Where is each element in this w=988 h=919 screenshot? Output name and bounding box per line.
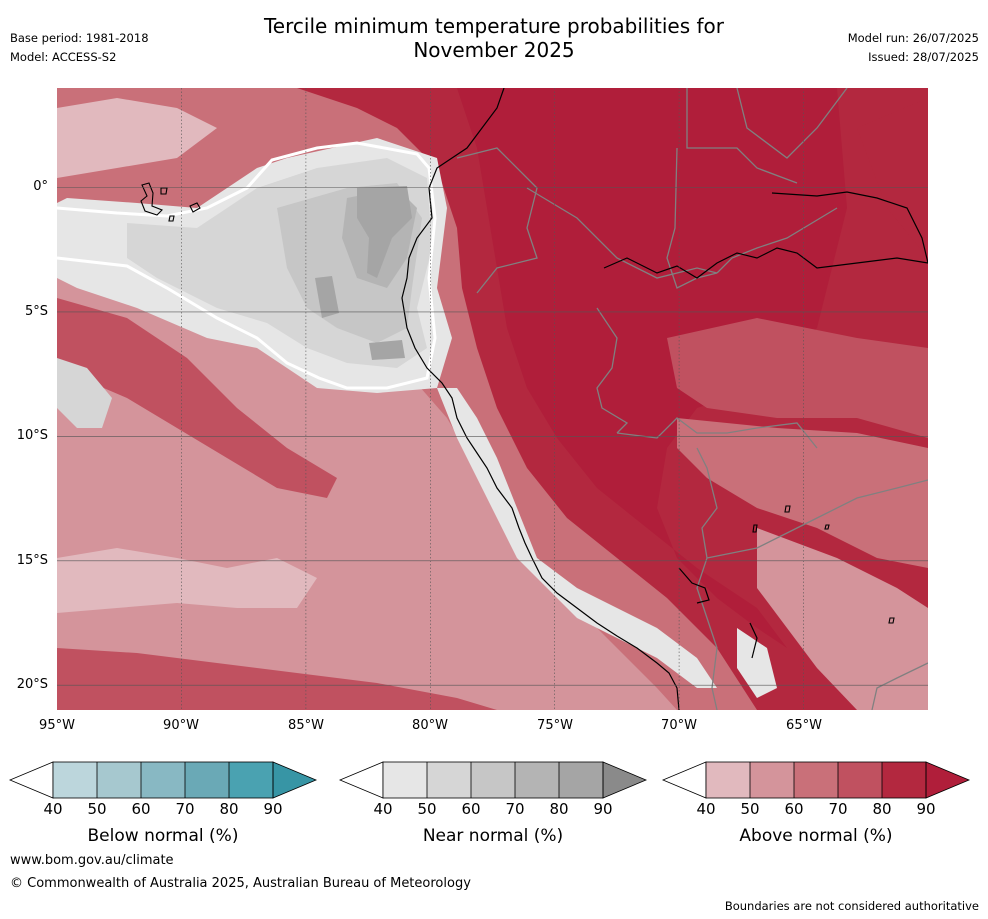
fill-near-coastal (737, 628, 777, 698)
lon-label-75w: 75°W (537, 718, 573, 733)
fill-near-80 (369, 340, 405, 360)
lat-label-15s: 15°S (16, 553, 48, 568)
lat-label-10s: 10°S (16, 428, 48, 443)
fill-above-40 (57, 98, 217, 178)
below-tick-80: 80 (219, 800, 239, 818)
above-tick-90: 90 (916, 800, 936, 818)
graticule (181, 88, 804, 710)
lon-label-80w: 80°W (412, 718, 448, 733)
colorbar-legends (8, 761, 971, 799)
fill-above-40 (57, 548, 317, 613)
below-tick-60: 60 (131, 800, 151, 818)
above-tick-70: 70 (828, 800, 848, 818)
coastlines (401, 88, 928, 710)
issued-date-text: Issued: 28/07/2025 (868, 50, 979, 64)
near-tick-60: 60 (461, 800, 481, 818)
near-tick-80: 80 (549, 800, 569, 818)
fill-above-40-small (107, 568, 137, 588)
above-normal-label: Above normal (%) (739, 826, 893, 846)
below-tick-50: 50 (87, 800, 107, 818)
above-tick-40: 40 (696, 800, 716, 818)
lat-label-5s: 5°S (24, 304, 48, 319)
fill-above-70 (57, 648, 497, 710)
boundaries-disclaimer: Boundaries are not considered authoritat… (724, 899, 979, 913)
below-normal-label: Below normal (%) (87, 826, 239, 846)
fill-near-coastal (437, 388, 717, 688)
lon-label-90w: 90°W (163, 718, 199, 733)
lon-label-65w: 65°W (786, 718, 822, 733)
fill-near-80 (357, 186, 412, 278)
below-tick-70: 70 (175, 800, 195, 818)
near-tick-40: 40 (373, 800, 393, 818)
near-tick-70: 70 (505, 800, 525, 818)
above-tick-60: 60 (784, 800, 804, 818)
title-line-2: November 2025 (413, 38, 575, 62)
probability-map (57, 88, 928, 710)
title-line-1: Tercile minimum temperature probabilitie… (263, 14, 725, 38)
fill-above-50 (757, 528, 928, 710)
near-tick-50: 50 (417, 800, 437, 818)
below-tick-90: 90 (263, 800, 283, 818)
copyright-text: © Commonwealth of Australia 2025, Austra… (10, 876, 471, 891)
map-title: Tercile minimum temperature probabilitie… (0, 14, 988, 62)
lon-label-95w: 95°W (39, 718, 75, 733)
colorbar-near-normal (338, 761, 648, 799)
near-normal-label: Near normal (%) (422, 826, 564, 846)
model-name-text: Model: ACCESS-S2 (10, 50, 117, 64)
above-tick-50: 50 (740, 800, 760, 818)
above-tick-80: 80 (872, 800, 892, 818)
base-period-text: Base period: 1981-2018 (10, 31, 149, 45)
fill-above-80 (857, 98, 928, 258)
fill-above-70 (667, 318, 928, 438)
colorbar-above-normal (661, 761, 971, 799)
below-tick-40: 40 (43, 800, 63, 818)
lon-label-85w: 85°W (288, 718, 324, 733)
fill-near-80 (315, 276, 339, 318)
island-outlines (140, 182, 895, 624)
fill-above-60 (677, 418, 928, 568)
lon-label-70w: 70°W (661, 718, 697, 733)
fill-above-70 (57, 298, 337, 498)
lat-label-20s: 20°S (16, 677, 48, 692)
near-normal-boundary (57, 141, 437, 390)
website-link[interactable]: www.bom.gov.au/climate (10, 853, 174, 868)
latitude-lines (57, 187, 928, 686)
fill-near-40-west (57, 358, 112, 428)
lat-label-0: 0° (33, 179, 48, 194)
model-run-text: Model run: 26/07/2025 (847, 31, 979, 45)
colorbar-below-normal (8, 761, 318, 799)
near-tick-90: 90 (593, 800, 613, 818)
